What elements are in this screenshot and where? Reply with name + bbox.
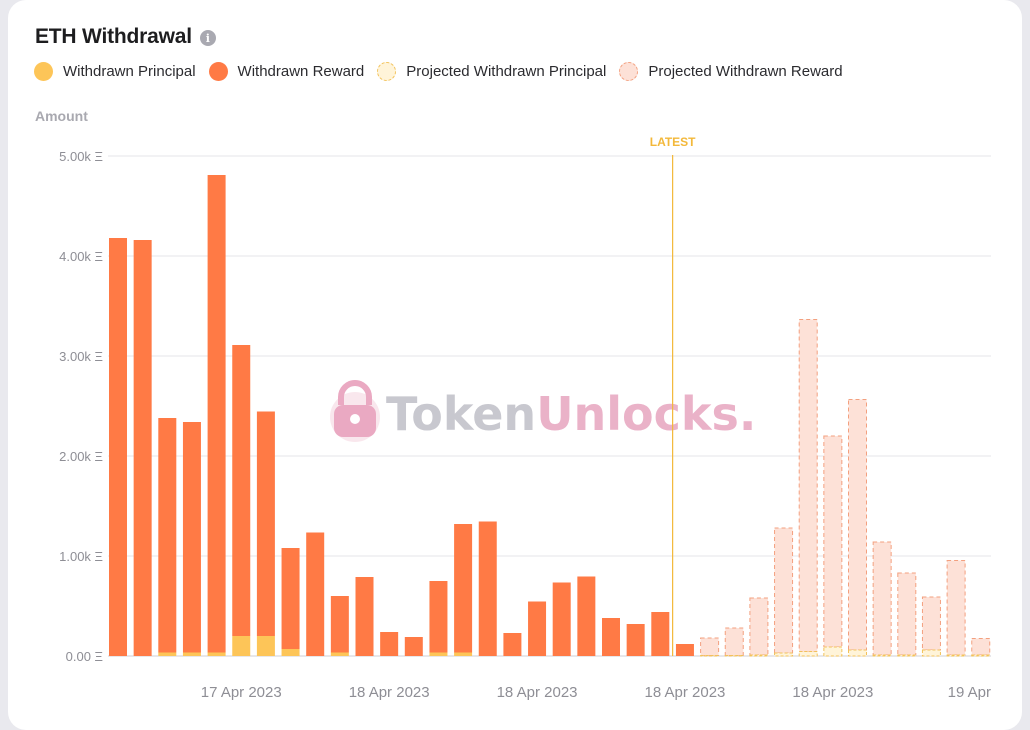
bar-withdrawn-reward	[232, 345, 251, 636]
bar-projected-principal	[798, 651, 818, 657]
bar-projected-reward	[946, 560, 966, 656]
bar-projected-reward	[749, 597, 769, 656]
bar-projected-principal	[872, 654, 892, 657]
bar-projected-reward	[971, 638, 991, 656]
watermark-lock-icon	[330, 380, 380, 442]
bar-withdrawn-reward	[528, 601, 547, 656]
bar-withdrawn-principal	[330, 652, 349, 656]
bar-projected-reward	[823, 435, 843, 648]
bar-projected-reward	[921, 596, 941, 651]
bars	[109, 175, 991, 657]
x-tick-label: 18 Apr 2023	[644, 684, 725, 701]
chart-title: ETH Withdrawal	[35, 25, 192, 48]
bar-withdrawn-reward	[330, 596, 349, 653]
legend-label: Projected Withdrawn Principal	[406, 63, 607, 80]
y-tick-label: 0.00 Ξ	[66, 649, 103, 664]
bar-projected-reward	[798, 319, 818, 652]
bar-withdrawn-reward	[675, 644, 694, 656]
y-tick-label: 5.00k Ξ	[59, 149, 103, 164]
watermark-text-token: Token	[386, 387, 536, 441]
bar-withdrawn-reward	[306, 532, 325, 656]
legend-label: Withdrawn Principal	[63, 63, 196, 80]
eth-withdrawal-chart: TokenUnlocks. Amount 0.00 Ξ 1.00k Ξ 2.00k Ξ…	[35, 108, 991, 701]
bar-projected-reward	[897, 572, 917, 656]
bar-withdrawn-principal	[256, 636, 275, 656]
bar-projected-principal	[774, 652, 794, 657]
legend-swatch-withdrawn-principal	[34, 62, 53, 81]
bar-withdrawn-reward	[158, 418, 177, 653]
bar-projected-principal	[971, 654, 991, 657]
bar-projected-principal	[724, 655, 744, 657]
latest-label: LATEST	[650, 135, 696, 149]
x-tick-label: 18 Apr 2023	[497, 684, 578, 701]
y-tick-label: 4.00k Ξ	[59, 249, 103, 264]
bar-projected-principal	[897, 654, 917, 657]
latest-marker: LATEST	[650, 135, 696, 656]
legend-swatch-withdrawn-reward	[208, 62, 228, 81]
bar-withdrawn-principal	[158, 652, 177, 656]
bar-withdrawn-reward	[626, 624, 645, 656]
x-tick-label: 19 Apr	[948, 684, 991, 701]
y-tick-label: 3.00k Ξ	[59, 349, 103, 364]
bar-withdrawn-reward	[380, 632, 399, 656]
legend-item-projected-reward[interactable]: Projected Withdrawn Reward	[619, 62, 843, 81]
legend-label: Withdrawn Reward	[237, 63, 365, 80]
bar-withdrawn-reward	[651, 612, 670, 656]
bar-projected-principal	[700, 655, 720, 657]
bar-projected-reward	[724, 627, 744, 656]
x-tick-label: 18 Apr 2023	[349, 684, 430, 701]
grid-lines	[108, 155, 991, 657]
bar-withdrawn-reward	[109, 238, 127, 656]
bar-withdrawn-reward	[355, 577, 374, 656]
legend-swatch-projected-reward	[619, 62, 639, 81]
x-tick-label: 17 Apr 2023	[201, 684, 282, 701]
legend-item-withdrawn-reward[interactable]: Withdrawn Reward	[208, 62, 365, 81]
svg-text:TokenUnlocks.: TokenUnlocks.	[386, 387, 756, 441]
y-tick-label: 1.00k Ξ	[59, 549, 103, 564]
bar-withdrawn-reward	[454, 524, 473, 653]
bar-withdrawn-reward	[256, 411, 275, 636]
bar-projected-reward	[872, 541, 892, 656]
bar-withdrawn-principal	[182, 652, 201, 656]
y-tick-label: 2.00k Ξ	[59, 449, 103, 464]
bar-projected-principal	[921, 649, 941, 657]
bar-projected-principal	[848, 649, 867, 657]
bar-projected-reward	[700, 637, 720, 656]
axes: Amount 0.00 Ξ 1.00k Ξ 2.00k Ξ 3.00k Ξ 4.00k Ξ…	[35, 108, 991, 701]
bar-projected-reward	[848, 399, 867, 651]
legend-swatch-projected-principal	[377, 62, 397, 81]
bar-withdrawn-reward	[503, 633, 522, 656]
info-icon[interactable]: i	[199, 30, 216, 46]
legend: Withdrawn Principal Withdrawn Reward Pro…	[34, 62, 856, 81]
bar-withdrawn-principal	[454, 652, 473, 656]
bar-withdrawn-reward	[429, 581, 448, 653]
bar-withdrawn-reward	[478, 521, 497, 656]
bar-withdrawn-principal	[207, 652, 226, 656]
bar-projected-principal	[823, 646, 843, 657]
chart-card: ETH Withdrawal i Withdrawn Principal Wit…	[8, 0, 1022, 730]
watermark-text-unlocks: Unlocks.	[536, 387, 756, 441]
bar-withdrawn-reward	[182, 422, 201, 653]
legend-label: Projected Withdrawn Reward	[648, 63, 843, 80]
bar-projected-principal	[946, 654, 966, 657]
bar-withdrawn-reward	[133, 240, 152, 656]
bar-withdrawn-principal	[232, 636, 251, 656]
bar-withdrawn-reward	[207, 175, 226, 653]
x-tick-label: 18 Apr 2023	[792, 684, 873, 701]
y-axis-label: Amount	[35, 108, 88, 124]
bar-withdrawn-reward	[404, 637, 423, 656]
legend-item-projected-principal[interactable]: Projected Withdrawn Principal	[377, 62, 606, 81]
bar-withdrawn-reward	[552, 582, 571, 656]
bar-withdrawn-reward	[281, 548, 300, 649]
title-row: ETH Withdrawal i	[35, 25, 216, 49]
bar-withdrawn-reward	[577, 576, 596, 656]
legend-item-withdrawn-principal[interactable]: Withdrawn Principal	[34, 62, 196, 81]
bar-projected-principal	[749, 654, 769, 657]
bar-withdrawn-principal	[429, 652, 448, 656]
bar-withdrawn-principal	[281, 649, 300, 656]
bar-projected-reward	[774, 527, 794, 654]
watermark: TokenUnlocks.	[330, 380, 756, 442]
bar-withdrawn-reward	[602, 618, 620, 656]
